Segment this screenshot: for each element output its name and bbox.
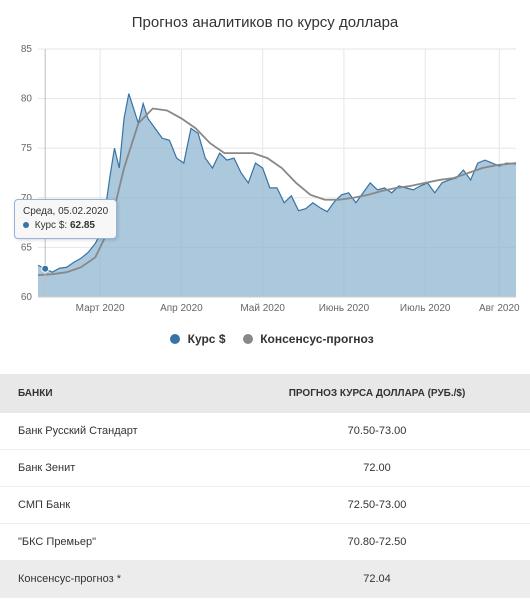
table-cell-forecast: 72.04 [224,560,530,597]
legend-label-rate: Курс $ [188,332,226,346]
svg-text:Июль 2020: Июль 2020 [400,303,451,314]
svg-text:75: 75 [21,143,33,154]
table-header-row: БАНКИ ПРОГНОЗ КУРСА ДОЛЛАРА (РУБ./$) [0,374,530,413]
tooltip-date: Среда, 05.02.2020 [23,205,108,219]
table-cell-bank: "БКС Премьер" [0,523,224,560]
tooltip-row: Курс $: 62.85 [23,219,108,233]
table-cell-forecast: 70.80-72.50 [224,523,530,560]
svg-text:85: 85 [21,44,33,55]
table-row: "БКС Премьер"70.80-72.50 [0,523,530,560]
svg-text:Март 2020: Март 2020 [76,303,125,314]
svg-text:Авг 2020: Авг 2020 [479,303,520,314]
legend-label-consensus: Консенсус-прогноз [260,332,374,346]
table-cell-bank: Банк Зенит [0,449,224,486]
legend-dot-consensus [243,334,253,344]
svg-text:60: 60 [21,292,33,303]
tooltip-value: 62.85 [70,220,95,231]
svg-text:65: 65 [21,242,33,253]
chart-plot-area: 606570758085Март 2020Апр 2020Май 2020Июн… [8,41,522,321]
table-cell-forecast: 72.00 [224,449,530,486]
table-row: СМП Банк72.50-73.00 [0,486,530,523]
table-cell-forecast: 72.50-73.00 [224,486,530,523]
table-cell-bank: Консенсус-прогноз * [0,560,224,597]
table-cell-bank: СМП Банк [0,486,224,523]
table-row: Банк Русский Стандарт70.50-73.00 [0,413,530,450]
table-cell-bank: Банк Русский Стандарт [0,413,224,450]
table-header-bank: БАНКИ [0,374,224,413]
svg-text:Май 2020: Май 2020 [240,303,285,314]
chart-tooltip: Среда, 05.02.2020 Курс $: 62.85 [14,199,117,239]
forecast-table: БАНКИ ПРОГНОЗ КУРСА ДОЛЛАРА (РУБ./$) Бан… [0,374,530,598]
svg-text:Апр 2020: Апр 2020 [160,303,203,314]
chart-title: Прогноз аналитиков по курсу доллара [8,14,522,31]
chart-container: Прогноз аналитиков по курсу доллара 60 65… [0,0,530,366]
chart-svg: 606570758085Март 2020Апр 2020Май 2020Июн… [8,41,522,321]
table-header-forecast: ПРОГНОЗ КУРСА ДОЛЛАРА (РУБ./$) [224,374,530,413]
svg-text:Июнь 2020: Июнь 2020 [319,303,370,314]
table-cell-forecast: 70.50-73.00 [224,413,530,450]
tooltip-series-label: Курс $: [35,220,67,231]
legend-dot-rate [170,334,180,344]
table-row: Банк Зенит72.00 [0,449,530,486]
table-row: Консенсус-прогноз *72.04 [0,560,530,597]
svg-text:80: 80 [21,94,33,105]
chart-legend: Курс $ Консенсус-прогноз [8,321,522,366]
tooltip-dot-icon [23,222,29,228]
